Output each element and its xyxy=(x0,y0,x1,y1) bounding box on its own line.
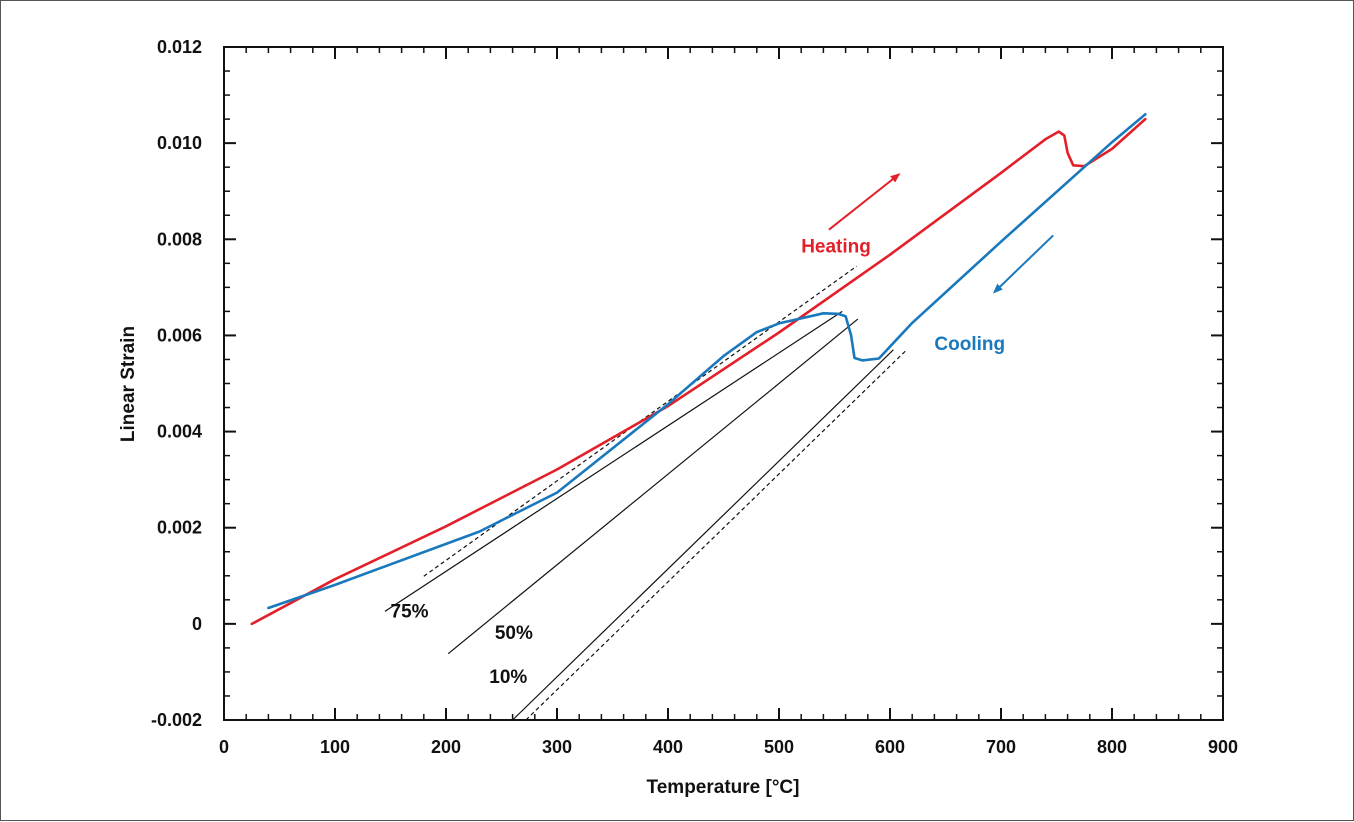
x-axis-title: Temperature [°C] xyxy=(647,777,800,798)
axis-ticks xyxy=(223,46,1224,721)
y-axis-title: Linear Strain xyxy=(118,326,139,442)
x-tick-label: 0 xyxy=(219,737,229,757)
annotations: Heating Cooling 75% 50% 10% xyxy=(391,237,1006,688)
y-tick-label: 0.006 xyxy=(157,325,202,345)
heating-curve xyxy=(250,117,1147,626)
y-tick-label: 0.002 xyxy=(157,518,202,538)
y-tick-label: 0.012 xyxy=(157,37,202,57)
reference-line-50pct xyxy=(447,318,859,655)
y-tick-label: 0 xyxy=(192,614,202,634)
x-tick-label: 800 xyxy=(1097,737,1127,757)
y-tick-label: 0.010 xyxy=(157,133,202,153)
dashed-reference-line xyxy=(525,349,908,721)
y-tick-label: 0.004 xyxy=(157,422,202,442)
annotation-label: 10% xyxy=(489,667,527,688)
y-tick-label: 0.008 xyxy=(157,229,202,249)
annotation-label: Heating xyxy=(801,237,871,258)
series-lines xyxy=(250,113,1147,626)
x-tick-label: 100 xyxy=(320,737,350,757)
reference-lines xyxy=(384,265,908,721)
plot-area xyxy=(223,46,1224,721)
x-tick-label: 900 xyxy=(1208,737,1238,757)
reference-line-75pct xyxy=(384,310,843,612)
cooling-direction-arrow xyxy=(992,234,1054,294)
x-tick-label: 400 xyxy=(653,737,683,757)
reference-line-10pct xyxy=(512,349,894,721)
x-tick-label: 300 xyxy=(542,737,572,757)
y-tick-label: -0.002 xyxy=(151,710,202,730)
x-tick-label: 600 xyxy=(875,737,905,757)
x-tick-label: 700 xyxy=(986,737,1016,757)
x-tick-label: 500 xyxy=(764,737,794,757)
heating-direction-arrow xyxy=(828,173,901,231)
x-tick-label: 200 xyxy=(431,737,461,757)
axis-tick-labels: 0 100 200 300 400 500 600 700 800 900 -0.002 0 0.002… xyxy=(151,37,1238,757)
direction-arrows xyxy=(828,173,1054,294)
annotation-label: 50% xyxy=(495,623,533,644)
cooling-curve xyxy=(267,113,1147,610)
annotation-label: Cooling xyxy=(934,334,1005,355)
annotation-label: 75% xyxy=(391,602,429,623)
